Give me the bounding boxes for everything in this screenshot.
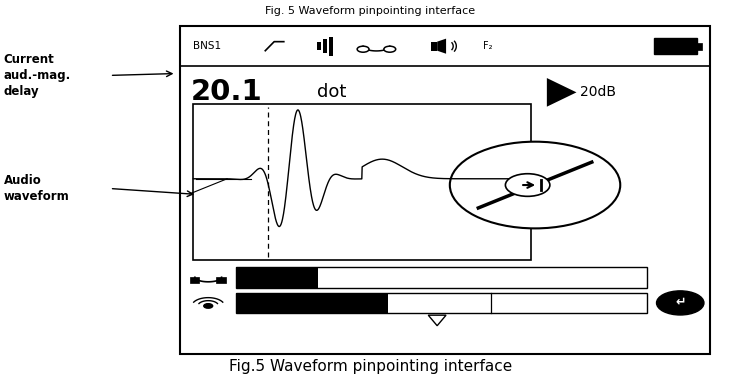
Bar	[180, 26, 710, 354]
Bar	[697, 43, 702, 49]
Bar	[654, 38, 697, 55]
Circle shape	[505, 174, 550, 196]
Bar	[193, 104, 531, 260]
Text: Fig.5 Waveform pinpointing interface: Fig.5 Waveform pinpointing interface	[229, 359, 512, 374]
Circle shape	[357, 46, 369, 52]
Text: 20dB: 20dB	[580, 85, 617, 100]
Circle shape	[384, 46, 396, 52]
Circle shape	[657, 291, 704, 315]
Bar	[236, 293, 647, 313]
Bar	[323, 40, 327, 53]
Circle shape	[450, 142, 620, 228]
Circle shape	[204, 304, 213, 308]
Text: BNS1: BNS1	[193, 41, 222, 51]
Text: Fig. 5 Waveform pinpointing interface: Fig. 5 Waveform pinpointing interface	[265, 6, 476, 16]
Polygon shape	[547, 78, 576, 107]
Bar	[236, 293, 388, 313]
Text: 20.1: 20.1	[191, 78, 263, 106]
Text: F₂: F₂	[483, 41, 492, 51]
Bar	[329, 37, 333, 56]
Bar	[216, 277, 226, 284]
Polygon shape	[437, 39, 446, 54]
Text: Current
aud.-mag.
delay: Current aud.-mag. delay	[4, 53, 71, 98]
Text: ↵: ↵	[675, 296, 685, 310]
Bar	[431, 42, 437, 51]
Bar	[236, 267, 318, 288]
Text: Audio
waveform: Audio waveform	[4, 174, 70, 203]
Bar	[190, 277, 199, 284]
Bar	[236, 267, 647, 288]
Text: dot: dot	[317, 83, 347, 101]
Bar	[317, 43, 321, 50]
